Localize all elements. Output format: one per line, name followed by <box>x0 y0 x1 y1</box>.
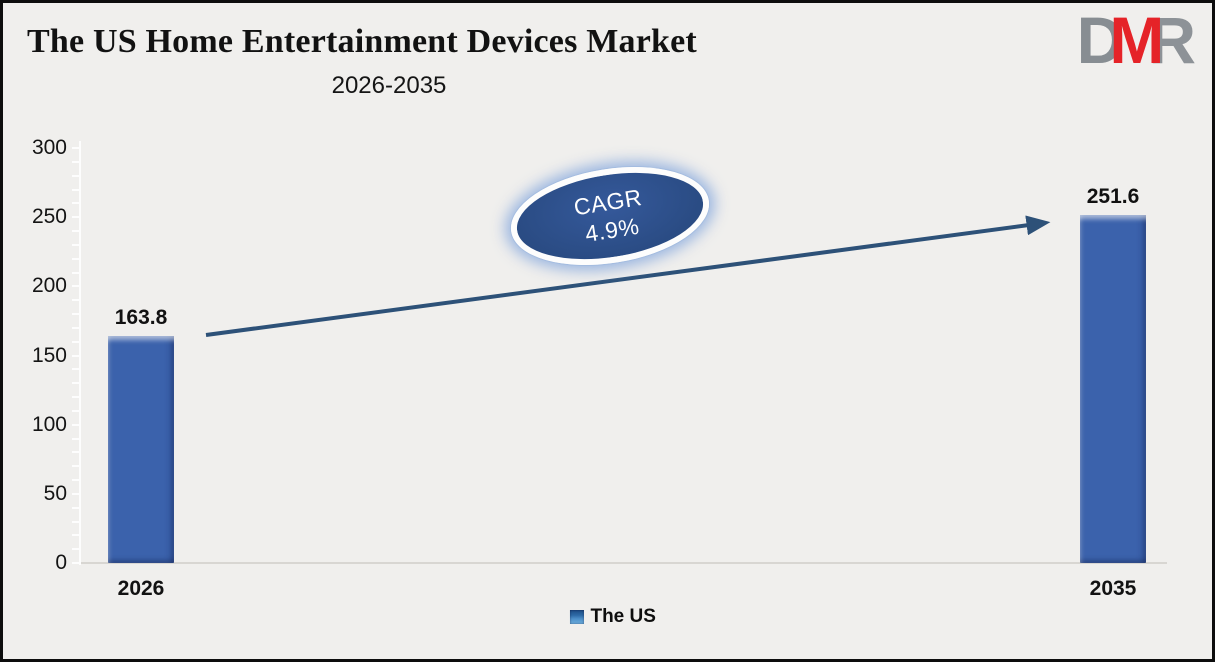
y-axis-minor-tick <box>72 562 80 564</box>
y-axis-minor-tick <box>72 243 80 246</box>
y-axis-minor-tick <box>72 437 80 440</box>
bar-value-label: 251.6 <box>1086 184 1140 208</box>
y-axis-tick-label: 300 <box>31 136 67 159</box>
y-axis-tick-label: 100 <box>31 412 67 436</box>
y-axis-minor-tick <box>72 326 80 329</box>
y-axis-minor-tick <box>72 313 80 315</box>
y-axis-line <box>79 141 81 565</box>
y-axis-minor-tick <box>72 368 80 371</box>
chart-subtitle: 2026-2035 <box>331 72 447 99</box>
legend-label: The US <box>590 606 656 627</box>
bar-2035 <box>1080 214 1146 563</box>
y-axis-minor-tick <box>72 271 80 274</box>
legend: The US <box>569 606 656 628</box>
bar-2026 <box>108 336 174 563</box>
cagr-annotation: CAGR 4.9% <box>503 153 717 279</box>
y-axis-minor-tick <box>72 520 80 523</box>
bar-value-label: 163.8 <box>114 306 168 330</box>
x-axis-category-label: 2026 <box>117 577 165 600</box>
y-axis-minor-tick <box>72 451 80 454</box>
y-axis-minor-tick <box>72 479 80 481</box>
y-axis-minor-tick <box>72 382 80 385</box>
y-axis-minor-tick <box>72 409 80 412</box>
x-axis-baseline <box>81 562 1167 564</box>
legend-marker-icon <box>569 610 584 624</box>
y-axis-minor-tick <box>72 492 80 495</box>
logo-letter-m: M <box>1109 3 1165 77</box>
chart-title: The US Home Entertainment Devices Market <box>27 23 697 60</box>
x-axis-category-label: 2035 <box>1089 577 1137 600</box>
logo-letter-r: R <box>1148 3 1196 77</box>
y-axis-minor-tick <box>72 340 80 343</box>
y-axis-minor-tick <box>72 174 80 177</box>
y-axis-minor-tick <box>72 506 80 509</box>
y-axis-minor-tick <box>72 230 80 232</box>
y-axis-minor-tick <box>72 423 80 426</box>
y-axis-tick-label: 150 <box>31 343 67 367</box>
y-axis-minor-tick <box>72 534 80 537</box>
dmr-logo: D M R <box>1077 7 1196 73</box>
y-axis-tick-label: 0 <box>55 551 67 574</box>
y-axis-minor-tick <box>72 160 80 163</box>
y-axis-minor-tick <box>72 548 80 551</box>
logo-letter-d: D <box>1076 3 1125 77</box>
y-axis-minor-tick <box>72 147 80 149</box>
y-axis-minor-tick <box>72 216 80 219</box>
y-axis-minor-tick <box>72 354 80 357</box>
y-axis-minor-tick <box>72 202 80 205</box>
y-axis-minor-tick <box>72 257 80 260</box>
y-axis-tick-label: 50 <box>43 481 67 505</box>
y-axis-minor-tick <box>72 465 80 468</box>
y-axis-minor-tick <box>72 299 80 302</box>
y-axis-minor-tick <box>72 396 80 398</box>
y-axis-tick-label: 200 <box>31 274 67 298</box>
y-axis-minor-tick <box>72 188 80 191</box>
y-axis-minor-tick <box>72 285 80 288</box>
y-axis-tick-label: 250 <box>31 205 67 229</box>
